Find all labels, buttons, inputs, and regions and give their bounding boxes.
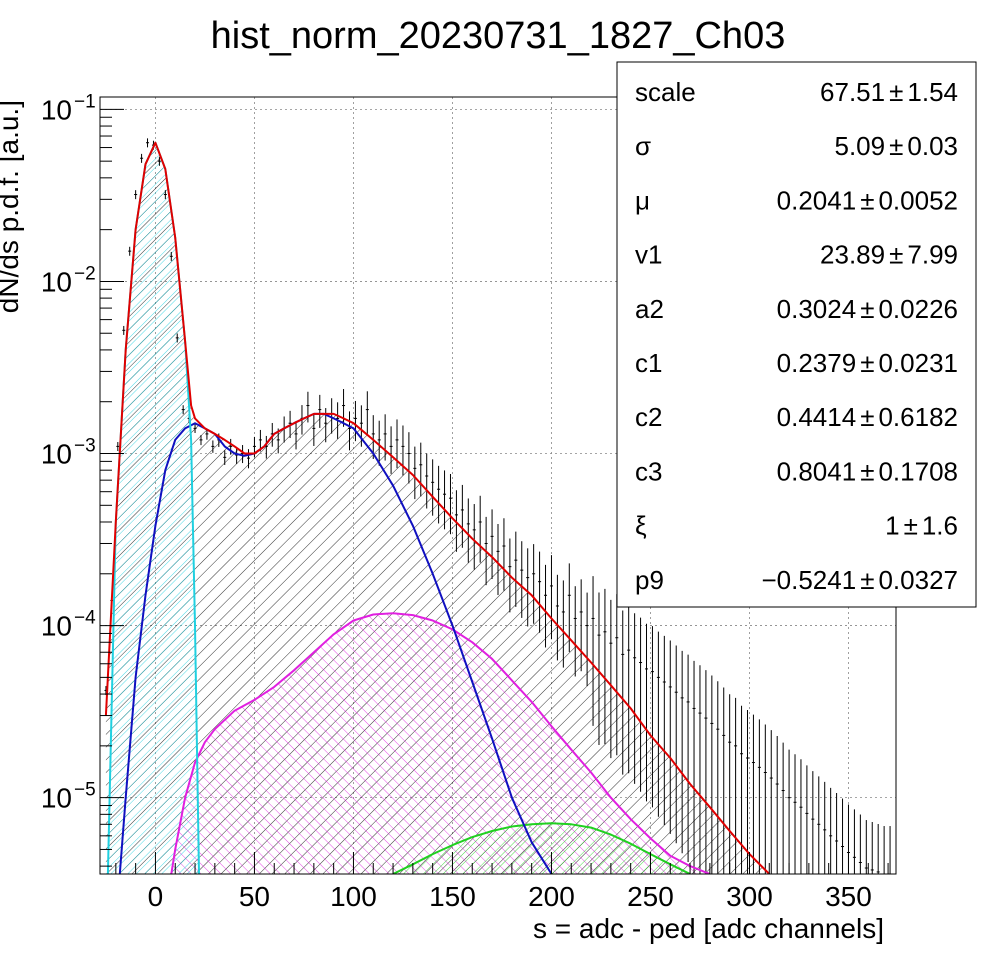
stat-plus-minus: ± [860,294,874,324]
stat-error: 0.0231 [878,348,958,378]
stat-value: 0.8041 ±0.1708 [777,456,958,486]
stat-estimate: 0.2379 [777,348,857,378]
stat-name: c2 [635,402,662,432]
stat-plus-minus: ± [860,185,874,215]
stat-value: 67.51 ±1.54 [820,77,958,107]
x-tick-label: 150 [429,881,476,912]
y-tick-exponent: −3 [74,436,96,457]
stat-estimate: 0.3024 [777,294,857,324]
stat-estimate: 5.09 [835,131,886,161]
stat-estimate: 23.89 [820,240,885,270]
component-fills [105,142,770,874]
stat-estimate: 0.8041 [777,456,857,486]
x-tick-label: 50 [239,881,270,912]
stat-estimate: 0.2041 [777,185,857,215]
stat-name: a2 [635,294,664,324]
stat-error: 0.0327 [878,565,958,595]
stat-estimate: 1 [885,511,899,541]
stat-name: σ [635,131,651,161]
y-tick-exponent: −2 [74,263,96,284]
triple-pe-curve [392,822,691,874]
y-tick-label: 10 [41,94,72,125]
y-tick-exponent: −5 [74,780,96,801]
stats-box-frame [616,61,977,608]
stat-plus-minus: ± [889,131,903,161]
stat-error: 0.03 [907,131,958,161]
stat-plus-minus: ± [860,348,874,378]
x-tick-label: 250 [627,881,674,912]
y-tick-label: 10 [41,439,72,470]
double-pe-hatch-area [171,613,710,874]
y-tick-exponent: −4 [74,608,96,629]
stat-name: v1 [635,240,662,270]
stat-plus-minus: ± [860,565,874,595]
stat-value: −0.5241 ±0.0327 [761,565,958,595]
stat-name: scale [635,77,696,107]
y-tick-label: 10 [41,783,72,814]
x-tick-label: 0 [148,881,164,912]
stat-error: 1.6 [922,511,958,541]
stat-estimate: 67.51 [820,77,885,107]
stat-plus-minus: ± [889,77,903,107]
stat-error: 1.54 [907,77,958,107]
stat-plus-minus: ± [904,511,918,541]
stat-error: 0.1708 [878,456,958,486]
stat-value: 1 ±1.6 [885,511,958,541]
stat-name: c3 [635,456,662,486]
pedestal-hatch-area [107,142,199,874]
stat-error: 7.99 [907,240,958,270]
stat-estimate: 0.4414 [777,402,857,432]
y-tick-mantissa: 10 [41,611,72,642]
stat-value: 5.09 ±0.03 [835,131,959,161]
y-tick-mantissa: 10 [41,94,72,125]
y-tick-mantissa: 10 [41,266,72,297]
stat-error: 0.0226 [878,294,958,324]
stat-value: 0.3024 ±0.0226 [777,294,958,324]
total-fit-curve [104,141,771,874]
y-tick-mantissa: 10 [41,439,72,470]
stat-plus-minus: ± [860,456,874,486]
y-tick-mantissa: 10 [41,783,72,814]
x-tick-label: 100 [330,881,377,912]
stat-value: 23.89 ±7.99 [820,240,958,270]
stat-plus-minus: ± [860,402,874,432]
stat-value: 0.4414 ±0.6182 [777,402,958,432]
fit-stats-box: scale 67.51 ±1.54σ 5.09 ±0.03μ 0.2041 ±0.0052v… [616,61,977,608]
fit-curves [104,141,771,874]
stat-name: c1 [635,348,662,378]
x-tick-label: 350 [825,881,872,912]
stat-name: p9 [635,565,664,595]
y-tick-label: 10 [41,266,72,297]
stat-error: 0.6182 [878,402,958,432]
x-tick-label: 300 [726,881,773,912]
triple-pe-hatch-area [393,823,691,874]
stat-name: μ [635,185,650,215]
chart-title: hist_norm_20230731_1827_Ch03 [211,15,786,57]
stat-value: 0.2379 ±0.0231 [777,348,958,378]
double-pe-curve [170,612,711,874]
y-axis-label: dN/ds p.d.f. [a.u.] [0,100,24,313]
stat-name: ξ [635,511,647,541]
x-axis-label: s = adc - ped [adc channels] [533,913,884,944]
y-tick-label: 10 [41,611,72,642]
x-tick-label: 200 [528,881,575,912]
stat-estimate: −0.5241 [761,565,856,595]
y-tick-exponent: −1 [74,91,96,112]
stat-value: 0.2041 ±0.0052 [777,185,958,215]
stat-plus-minus: ± [889,240,903,270]
stat-error: 0.0052 [878,185,958,215]
